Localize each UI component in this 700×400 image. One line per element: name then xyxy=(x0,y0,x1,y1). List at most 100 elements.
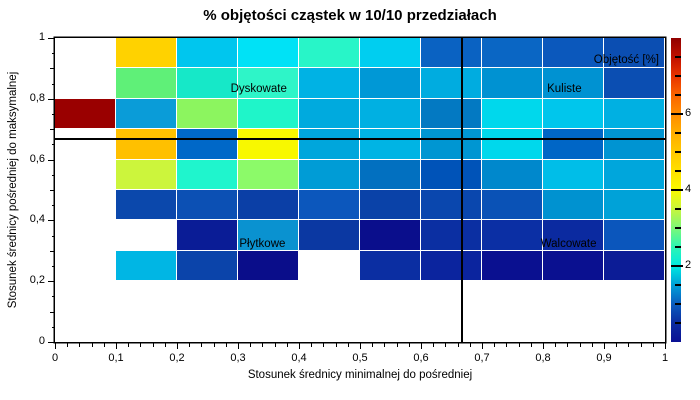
heatmap-cell xyxy=(543,68,603,98)
x-axis-tick-label: 0 xyxy=(51,352,59,364)
heatmap-cell xyxy=(604,250,664,281)
heatmap-cell xyxy=(238,68,298,98)
x-axis-tick xyxy=(299,343,300,349)
heatmap-cell xyxy=(604,220,664,250)
x-axis-minor-tick xyxy=(213,343,215,347)
x-axis-minor-tick xyxy=(323,343,325,347)
x-axis-minor-tick xyxy=(445,343,447,347)
x-axis-tick xyxy=(604,343,605,349)
y-axis-tick-label: 0 xyxy=(38,335,45,347)
heatmap-cell xyxy=(482,159,542,189)
y-axis-tick xyxy=(48,159,55,161)
y-axis-minor-tick xyxy=(51,144,55,146)
x-axis-tick-label: 0,6 xyxy=(413,352,429,364)
heatmap-cell xyxy=(482,68,542,98)
heatmap-cell xyxy=(482,250,542,281)
y-axis-tick xyxy=(48,281,55,283)
y-axis-tick-label: 0,2 xyxy=(29,274,45,287)
x-axis-minor-tick xyxy=(579,343,581,347)
heatmap-cell xyxy=(238,38,298,68)
x-axis-tick-label: 0,2 xyxy=(169,352,185,364)
colorbar-minor-tick xyxy=(675,208,681,210)
colorbar-minor-tick xyxy=(675,246,681,248)
heatmap-cell xyxy=(116,98,176,129)
colorbar-tick-label: 4 xyxy=(685,183,692,195)
region-label-plytkowe: Płytkowe xyxy=(239,237,286,250)
heatmap-cell xyxy=(482,190,542,220)
x-axis-minor-tick xyxy=(628,343,630,347)
x-axis-minor-tick xyxy=(189,343,191,347)
heatmap-cell xyxy=(360,159,420,189)
chart-title: % objętości cząstek w 10/10 przedziałach xyxy=(203,7,497,24)
y-axis-minor-tick xyxy=(51,205,55,207)
heatmap-cell xyxy=(299,190,359,220)
x-axis-minor-tick xyxy=(311,343,313,347)
heatmap-cell xyxy=(604,68,664,98)
colorbar-minor-tick xyxy=(675,170,681,172)
heatmap-cell xyxy=(421,220,481,250)
heatmap-cell xyxy=(543,159,603,189)
colorbar-tick xyxy=(671,189,683,191)
x-axis-minor-tick xyxy=(79,343,81,347)
x-axis-tick-label: 0,3 xyxy=(230,352,246,364)
x-axis-tick-label: 0,7 xyxy=(474,352,490,364)
colorbar-tick xyxy=(671,265,683,267)
y-axis-mid-tick xyxy=(50,68,55,70)
heatmap-cell xyxy=(177,190,237,220)
heatmap-cell xyxy=(177,98,237,129)
heatmap-cell xyxy=(543,190,603,220)
x-axis-tick xyxy=(177,343,178,349)
y-axis-mid-tick xyxy=(50,250,55,252)
y-axis-minor-tick xyxy=(51,266,55,267)
heatmap-cell xyxy=(360,129,420,159)
plot-area: Dyskowate Kuliste Płytkowe Walcowate Objęto… xyxy=(55,38,665,342)
heatmap-cell xyxy=(360,220,420,250)
heatmap-cell xyxy=(421,38,481,68)
x-axis-minor-tick xyxy=(469,343,471,347)
x-axis-minor-tick xyxy=(335,343,337,347)
x-axis-minor-tick xyxy=(103,343,105,347)
x-axis-minor-tick xyxy=(164,343,166,347)
x-axis-minor-tick xyxy=(555,343,557,347)
x-axis-tick xyxy=(482,343,483,349)
heatmap-cell xyxy=(238,220,298,250)
region-label-dyskowate: Dyskowate xyxy=(230,82,287,95)
x-axis-minor-tick xyxy=(640,343,642,347)
zingg-vertical-divider-line xyxy=(460,38,463,342)
y-axis-mid-tick xyxy=(50,311,55,313)
heatmap-cell xyxy=(421,98,481,129)
heatmap-cell xyxy=(543,129,603,159)
x-axis-tick xyxy=(55,343,56,349)
y-axis-minor-tick xyxy=(51,53,55,55)
x-axis-minor-tick xyxy=(591,343,593,347)
x-axis-minor-tick xyxy=(372,343,374,347)
heatmap-cell xyxy=(360,68,420,98)
x-axis-minor-tick xyxy=(433,343,435,347)
heatmap-cell xyxy=(299,38,359,68)
heatmap-cell xyxy=(177,159,237,189)
heatmap-cell xyxy=(360,250,420,281)
heatmap-cell xyxy=(299,98,359,129)
x-axis-minor-tick xyxy=(408,343,410,347)
heatmap-cell xyxy=(604,159,664,189)
heatmap-cell xyxy=(238,98,298,129)
x-axis-minor-tick xyxy=(616,343,618,347)
heatmap-cell xyxy=(55,98,115,129)
heatmap-cell xyxy=(482,220,542,250)
heatmap-cell xyxy=(177,38,237,68)
colorbar-minor-tick xyxy=(675,75,681,77)
x-axis-tick-label: 1 xyxy=(661,352,669,364)
heatmap-cell xyxy=(116,68,176,98)
y-axis-tick-label: 0,6 xyxy=(29,152,45,165)
x-axis-minor-tick xyxy=(396,343,398,347)
x-axis-minor-tick xyxy=(652,343,654,347)
heatmap-cell xyxy=(421,190,481,220)
colorbar-minor-tick xyxy=(675,56,681,58)
colorbar-tick-label: 2 xyxy=(685,259,692,271)
x-axis-minor-tick xyxy=(567,343,569,347)
heatmap-cell xyxy=(360,190,420,220)
heatmap-cell xyxy=(299,129,359,159)
colorbar-minor-tick xyxy=(675,151,681,153)
y-axis-tick xyxy=(48,38,55,39)
heatmap-cell xyxy=(360,38,420,68)
